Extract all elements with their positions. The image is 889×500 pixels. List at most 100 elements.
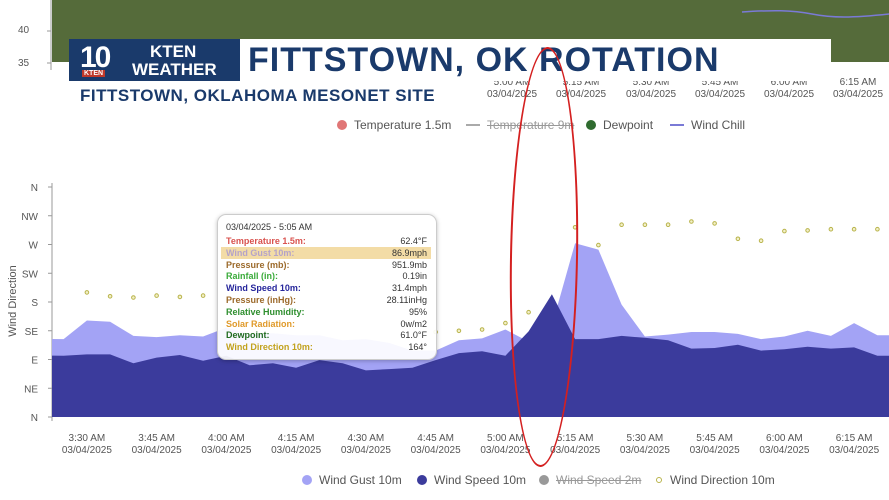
logo-weather: WEATHER	[132, 60, 217, 79]
x-tick-time: 4:15 AM	[278, 433, 315, 444]
wind-direction-point	[758, 238, 764, 243]
tooltip-value: 0w/m2	[400, 318, 427, 329]
tooltip-value: 164°	[408, 342, 427, 353]
top-chart-y-tick: 40	[18, 25, 30, 36]
legend-item-wind-speed[interactable]: Wind Speed 10m	[417, 473, 526, 487]
tooltip-value: 0.19in	[402, 271, 427, 282]
legend-dot-icon	[539, 475, 549, 485]
wind-direction-point	[851, 226, 857, 232]
wind-chill-line-segment	[741, 9, 889, 18]
tooltip-label: Relative Humidity:	[226, 306, 305, 317]
chart-tooltip: 03/04/2025 - 5:05 AM Temperature 1.5m: 62…	[217, 214, 437, 360]
wind-direction-point	[479, 327, 485, 332]
tooltip-value: 61.0°F	[400, 330, 427, 341]
tooltip-row: Rainfall (in): 0.19in	[221, 270, 431, 282]
legend-open-dot-icon	[656, 477, 662, 483]
x-tick-date: 03/04/2025	[201, 445, 251, 456]
wind-direction-point	[642, 222, 648, 228]
top-chart-x-tick: 6:00 AM 03/04/2025	[763, 77, 815, 100]
x-tick-time: 5:45 AM	[696, 433, 733, 444]
wind-direction-point	[689, 219, 694, 224]
tooltip-label: Pressure (inHg):	[226, 295, 297, 305]
wind-direction-point	[131, 295, 136, 300]
x-tick-date: 03/04/2025	[829, 445, 879, 456]
wind-direction-point	[107, 294, 113, 299]
x-tick-date: 03/04/2025	[690, 445, 740, 456]
legend-item-wind-gust[interactable]: Wind Gust 10m	[302, 473, 402, 487]
wind-direction-point	[712, 221, 717, 226]
top-chart-x-tick: 6:15 AM 03/04/2025	[832, 77, 884, 100]
legend-label: Temperature 9m	[487, 118, 575, 132]
banner-subtitle: FITTSTOWN, OKLAHOMA MESONET SITE	[80, 86, 436, 105]
tooltip-row: Relative Humidity: 95%	[221, 306, 431, 318]
legend-label: Temperature 1.5m	[354, 118, 452, 132]
x-tick-date: 03/04/2025	[550, 445, 600, 456]
wind-direction-point	[503, 320, 508, 326]
wind-direction-point	[526, 309, 531, 315]
legend-label: Wind Speed 2m	[556, 473, 642, 487]
tooltip-row: Temperature 1.5m: 62.4°F	[221, 235, 431, 247]
wind-direction-point	[572, 225, 578, 230]
x-tick-time: 6:15 AM	[836, 433, 873, 444]
tooltip-value: 28.11inHg	[386, 295, 427, 305]
tooltip-label: Temperature 1.5m:	[226, 236, 306, 246]
tooltip-row: Pressure (mb): 951.9mb	[221, 259, 431, 271]
top-chart-y-axis	[47, 0, 52, 70]
y-tick-label: E	[31, 356, 38, 367]
wind-direction-point	[782, 228, 787, 234]
y-tick-label: SW	[22, 269, 39, 280]
x-tick-date: 03/04/2025	[759, 445, 809, 456]
tooltip-value: 31.4mph	[391, 283, 427, 294]
x-tick-date: 03/04/2025	[341, 445, 391, 456]
x-tick-time: 4:30 AM	[348, 433, 385, 444]
y-tick-label: N	[31, 183, 38, 194]
x-tick-time: 5:30 AM	[627, 433, 664, 444]
legend-label: Dewpoint	[603, 118, 654, 132]
wind-direction-point	[875, 226, 880, 232]
y-tick-label: SE	[25, 327, 39, 338]
tooltip-value: 86.9mph	[391, 247, 427, 258]
legend-item-wind-speed-2m[interactable]: Wind Speed 2m	[539, 473, 641, 487]
top-chart-x-tick: 5:30 AM 03/04/2025	[625, 77, 677, 100]
tooltip-value: 95%	[408, 306, 427, 317]
logo-station: KTEN	[150, 42, 197, 61]
logo-small-station: KTEN	[82, 70, 106, 77]
wind-direction-point	[735, 236, 741, 242]
legend-label: Wind Speed 10m	[434, 473, 527, 487]
legend-item-dewpoint[interactable]: Dewpoint	[586, 118, 653, 132]
tooltip-value: 62.4°F	[400, 236, 427, 246]
wind-direction-point	[665, 222, 671, 228]
legend-dot-icon	[302, 475, 312, 485]
top-chart-y-tick: 35	[18, 58, 30, 69]
wind-direction-point	[177, 294, 183, 300]
tooltip-label: Pressure (mb):	[226, 259, 290, 270]
tooltip-header: 03/04/2025 - 5:05 AM	[226, 222, 313, 232]
wind-direction-point	[805, 228, 810, 233]
y-tick-label: NE	[24, 384, 38, 395]
legend-label: Wind Chill	[691, 118, 746, 132]
wind-direction-point	[456, 328, 462, 334]
legend-item-wind-chill[interactable]: Wind Chill	[670, 118, 745, 132]
tooltip-label: Wind Speed 10m:	[226, 283, 301, 294]
x-tick-date: 03/04/2025	[62, 445, 112, 456]
y-tick-label: N	[31, 413, 38, 424]
tooltip-label: Rainfall (in):	[226, 271, 278, 282]
tooltip-row: Dewpoint: 61.0°F	[221, 329, 431, 341]
legend-line-icon	[670, 124, 684, 126]
x-tick-date: 03/04/2025	[132, 445, 182, 456]
top-chart-x-tick: 5:00 AM 03/04/2025	[486, 77, 538, 100]
logo-channel-number: 10	[80, 41, 111, 74]
wind-direction-point	[200, 293, 206, 298]
x-tick-time: 4:00 AM	[208, 433, 245, 444]
legend-item-wind-direction[interactable]: Wind Direction 10m	[656, 473, 775, 487]
wind-direction-point	[828, 226, 834, 232]
legend-item-temperature-9m[interactable]: Temperature 9m	[466, 118, 574, 132]
wind-direction-point	[596, 242, 601, 248]
tooltip-label: Solar Radiation:	[226, 318, 296, 329]
y-tick-label: W	[29, 241, 39, 252]
legend-item-temperature[interactable]: Temperature 1.5m	[337, 118, 451, 132]
x-tick-date: 03/04/2025	[480, 445, 530, 456]
x-tick-time: 3:30 AM	[69, 433, 106, 444]
tooltip-label: Wind Gust 10m:	[226, 247, 295, 258]
